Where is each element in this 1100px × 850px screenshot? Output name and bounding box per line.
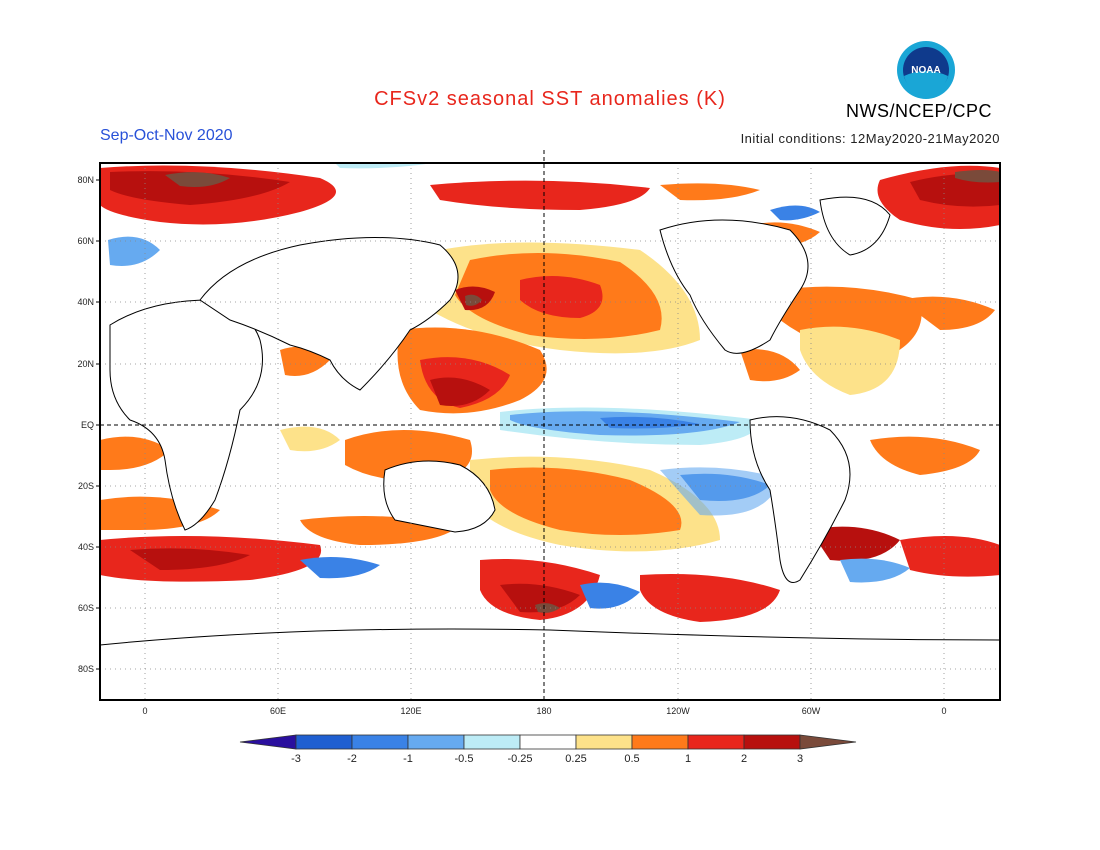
lon-label: 60W	[802, 706, 821, 716]
lat-label: 40N	[77, 297, 94, 307]
lat-label: 40S	[78, 542, 94, 552]
lon-label: 120W	[666, 706, 690, 716]
north-america-outline	[659, 219, 809, 354]
colorbar-swatch	[519, 734, 577, 750]
lat-label: EQ	[81, 420, 94, 430]
lon-label: 60E	[270, 706, 286, 716]
season-label: Sep-Oct-Nov 2020	[100, 127, 233, 144]
colorbar-label: 0.5	[624, 753, 639, 765]
lon-label: 180	[536, 706, 551, 716]
lat-label: 80N	[77, 175, 94, 185]
lon-labels: 0 60E 120E 180 120W 60W 0	[142, 706, 946, 716]
colorbar-label: -2	[347, 753, 357, 765]
map-gridlines	[100, 163, 1000, 700]
initial-conditions-label: Initial conditions: 12May2020-21May2020	[740, 131, 1000, 146]
colorbar-label: -3	[291, 753, 301, 765]
colorbar-swatch	[575, 734, 633, 750]
agency-label: NWS/NCEP/CPC	[846, 101, 993, 121]
lat-label: 20S	[78, 481, 94, 491]
colorbar-swatch	[463, 734, 521, 750]
antarctica-outline	[100, 628, 1000, 700]
anomaly-shading	[100, 163, 1000, 622]
australia-outline	[383, 460, 496, 533]
lat-label: 60S	[78, 603, 94, 613]
greenland-outline	[819, 196, 891, 256]
lon-label: 0	[941, 706, 946, 716]
lat-label: 20N	[77, 359, 94, 369]
map-title: CFSv2 seasonal SST anomalies (K)	[374, 88, 726, 110]
colorbar-label: 2	[741, 753, 747, 765]
colorbar-label: 3	[797, 753, 803, 765]
colorbar-label: -0.25	[507, 753, 532, 765]
colorbar-swatch	[631, 734, 689, 750]
colorbar-label: -0.5	[455, 753, 474, 765]
lat-label: 60N	[77, 236, 94, 246]
lon-label: 120E	[400, 706, 421, 716]
lon-label: 0	[142, 706, 147, 716]
colorbar: -3 -2 -1 -0.5 -0.25 0.25 0.5 1 2 3	[239, 734, 857, 765]
lat-label: 80S	[78, 664, 94, 674]
colorbar-swatch	[687, 734, 745, 750]
colorbar-swatch	[799, 734, 857, 750]
eurasia-outline	[199, 237, 459, 391]
south-america-outline	[749, 416, 851, 583]
colorbar-swatch	[295, 734, 353, 750]
lat-labels: 80N 60N 40N 20N EQ 20S 40S 60S 80S	[77, 175, 94, 674]
colorbar-swatch	[239, 734, 297, 750]
colorbar-label: -1	[403, 753, 413, 765]
colorbar-swatch	[351, 734, 409, 750]
lat-ticks	[96, 179, 100, 670]
continent-outlines	[100, 196, 1000, 700]
noaa-logo-text: NOAA	[911, 65, 940, 76]
colorbar-label: 1	[685, 753, 691, 765]
colorbar-swatch	[407, 734, 465, 750]
equator-dateline	[100, 150, 1000, 700]
noaa-logo: NOAA	[897, 41, 955, 99]
colorbar-swatch	[743, 734, 801, 750]
colorbar-label: 0.25	[565, 753, 586, 765]
map-frame	[99, 162, 1001, 701]
